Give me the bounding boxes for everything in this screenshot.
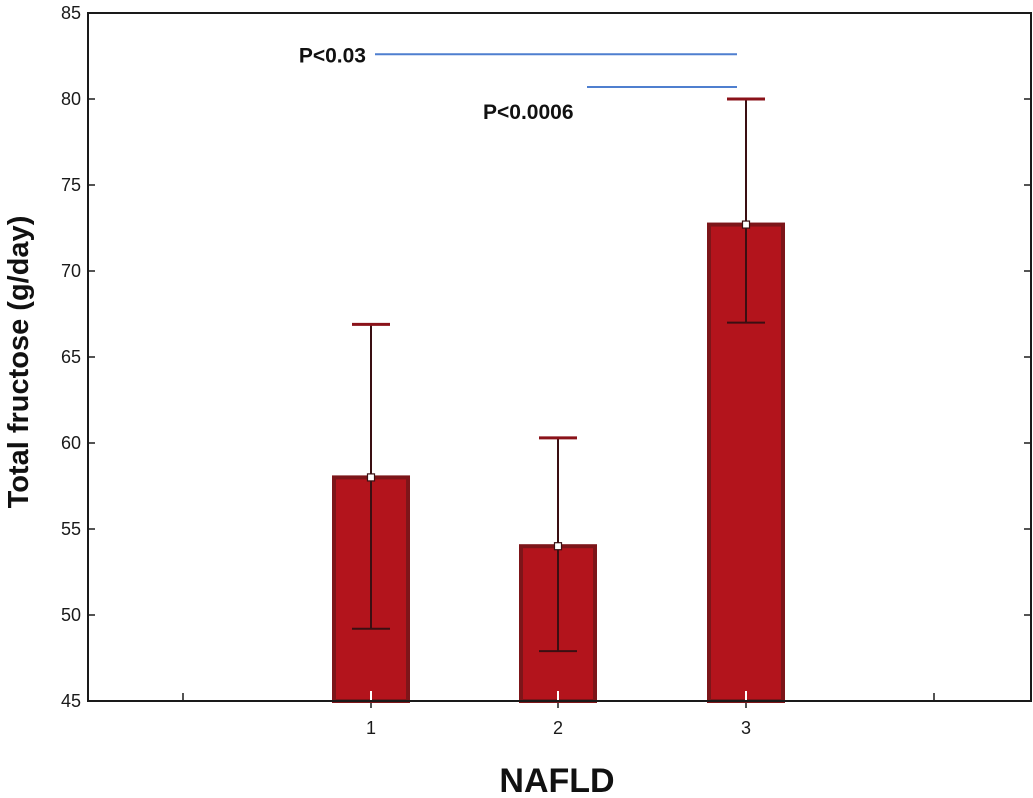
y-tick-label: 85 (61, 3, 81, 23)
y-axis: 45 50 55 60 65 70 75 80 85 (61, 3, 1031, 711)
mean-marker (553, 542, 563, 551)
y-tick-label: 45 (61, 691, 81, 711)
y-tick-label: 55 (61, 519, 81, 539)
y-tick-label: 50 (61, 605, 81, 625)
x-tick-label: 2 (553, 718, 563, 738)
y-tick-label: 60 (61, 433, 81, 453)
y-tick-label: 70 (61, 261, 81, 281)
mean-marker (741, 220, 751, 229)
significance-label: P<0.03 (299, 44, 366, 67)
y-axis-title: Total fructose (g/day) (3, 216, 35, 509)
significance-label: P<0.0006 (483, 101, 574, 124)
y-tick-label: 80 (61, 89, 81, 109)
y-tick-label: 65 (61, 347, 81, 367)
plot-frame (87, 12, 1032, 702)
significance-annotations: P<0.03 P<0.0006 (299, 44, 737, 124)
mean-marker (366, 473, 376, 482)
x-tick-label: 1 (366, 718, 376, 738)
x-tick-label: 3 (741, 718, 751, 738)
y-tick-label: 75 (61, 175, 81, 195)
x-axis-title: NAFLD (499, 762, 614, 798)
error-bars (352, 97, 765, 653)
